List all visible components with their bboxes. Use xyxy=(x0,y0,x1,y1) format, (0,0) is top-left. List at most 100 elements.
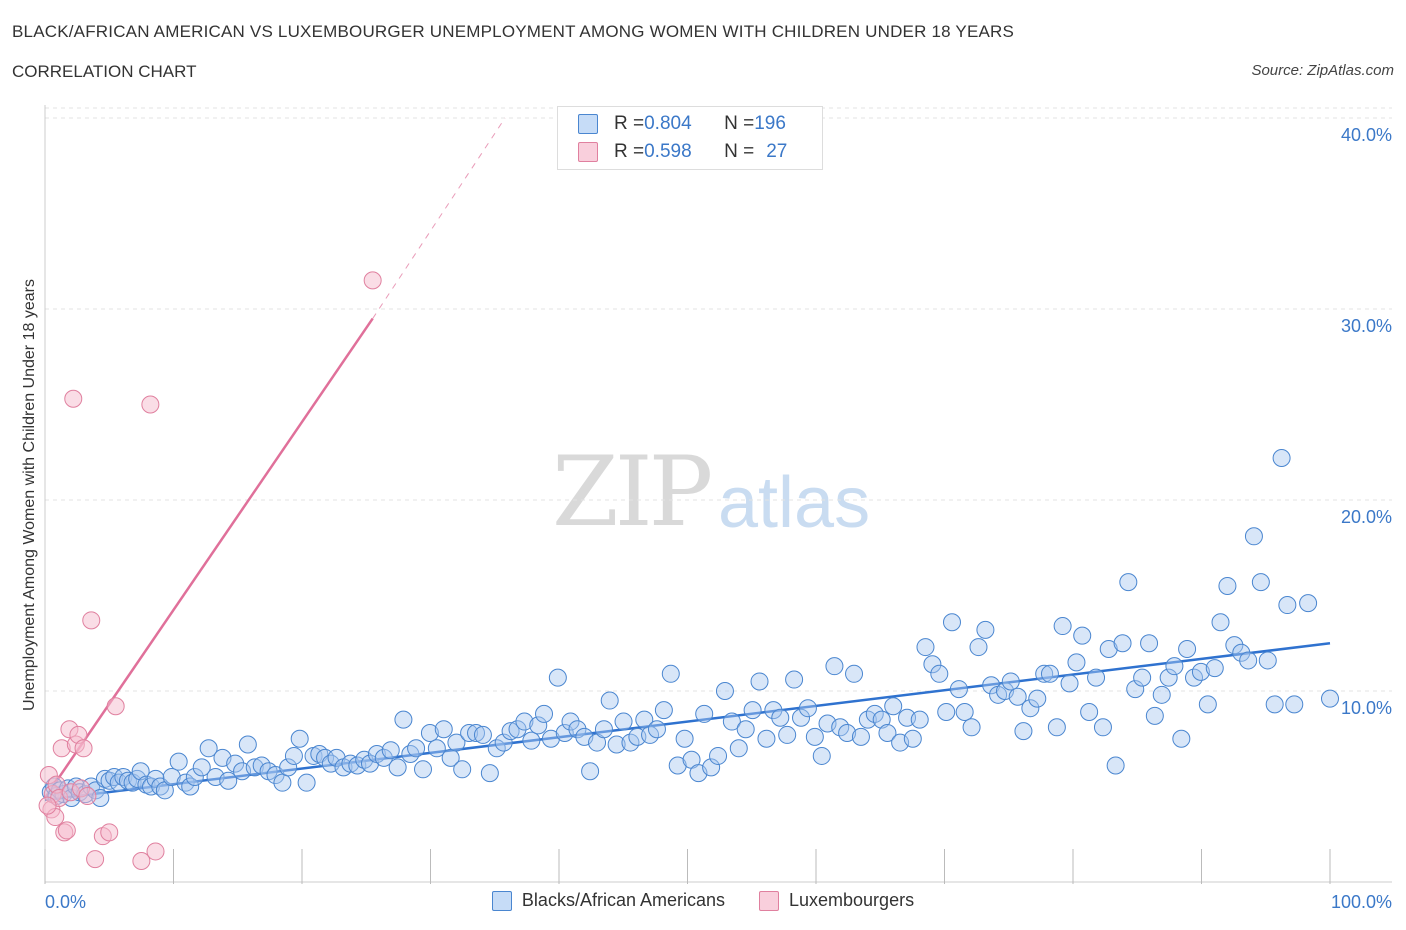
data-point-blacks xyxy=(916,638,935,657)
data-point-luxembourgers xyxy=(132,851,151,870)
data-point-blacks xyxy=(185,767,204,786)
series-blacks-african-americans xyxy=(41,448,1339,807)
data-point-blacks xyxy=(764,701,783,720)
data-point-blacks xyxy=(1014,722,1033,741)
data-point-blacks xyxy=(1001,672,1020,691)
data-point-blacks xyxy=(1198,695,1217,714)
data-point-blacks xyxy=(501,722,520,741)
data-point-luxembourgers xyxy=(64,389,83,408)
data-point-blacks xyxy=(709,746,728,765)
legend-n-value: 196 xyxy=(754,113,786,134)
data-point-luxembourgers xyxy=(86,850,105,869)
data-point-blacks xyxy=(1211,613,1230,632)
legend-item-blacks: Blacks/African Americans xyxy=(491,890,725,911)
data-point-blacks xyxy=(1225,636,1244,655)
data-point-blacks xyxy=(1021,699,1040,718)
data-point-blacks xyxy=(594,720,613,739)
data-point-blacks xyxy=(388,758,407,777)
data-point-blacks xyxy=(785,670,804,689)
data-point-luxembourgers xyxy=(146,842,165,861)
data-point-blacks xyxy=(878,724,897,743)
data-point-blacks xyxy=(192,758,211,777)
data-point-blacks xyxy=(955,703,974,722)
data-point-luxembourgers xyxy=(363,271,382,290)
legend-r-value: 0.804 xyxy=(644,113,692,134)
data-point-blacks xyxy=(226,754,245,773)
data-point-blacks xyxy=(736,720,755,739)
data-point-blacks xyxy=(1080,703,1099,722)
data-point-blacks xyxy=(949,680,968,699)
trend-extension-luxembourgers xyxy=(372,117,506,319)
data-point-blacks xyxy=(1172,729,1191,748)
data-point-blacks xyxy=(757,729,776,748)
data-point-blacks xyxy=(394,710,413,729)
data-point-blacks xyxy=(327,748,346,767)
data-point-blacks xyxy=(420,724,439,743)
data-point-blacks xyxy=(1299,594,1318,613)
data-point-blacks xyxy=(600,691,619,710)
legend-label-blacks: Blacks/African Americans xyxy=(521,890,725,910)
data-point-blacks xyxy=(473,725,492,744)
data-point-blacks xyxy=(1265,695,1284,714)
data-point-blacks xyxy=(341,754,360,773)
data-point-blacks xyxy=(1285,695,1304,714)
data-point-blacks xyxy=(825,657,844,676)
x-tick-label: 0.0% xyxy=(45,892,86,912)
data-point-blacks xyxy=(181,777,200,796)
data-point-blacks xyxy=(614,712,633,731)
legend-n-label: N = xyxy=(724,141,755,162)
data-point-blacks xyxy=(1152,685,1171,704)
data-point-blacks xyxy=(1067,653,1086,672)
data-point-blacks xyxy=(903,729,922,748)
data-point-blacks xyxy=(374,748,393,767)
legend-n-value: 27 xyxy=(766,141,788,162)
data-point-blacks xyxy=(1272,448,1291,467)
data-point-blacks xyxy=(284,746,303,765)
data-point-luxembourgers xyxy=(141,395,160,414)
axes xyxy=(44,105,1392,884)
y-tick-label: 40.0% xyxy=(1341,125,1392,145)
data-point-blacks xyxy=(1053,617,1072,636)
data-point-blacks xyxy=(290,729,309,748)
data-point-blacks xyxy=(942,613,961,632)
data-point-blacks xyxy=(1028,689,1047,708)
data-point-blacks xyxy=(743,701,762,720)
series-luxembourgers xyxy=(38,271,382,870)
data-point-blacks xyxy=(1178,639,1197,658)
legend-swatch-pink xyxy=(578,142,598,162)
data-point-blacks xyxy=(1035,664,1054,683)
tick-labels: 10.0% 20.0% 30.0% 40.0% 0.0% 100.0% xyxy=(45,125,1392,912)
legend-r-label: R = xyxy=(614,113,645,134)
data-point-blacks xyxy=(1008,687,1027,706)
data-point-blacks xyxy=(1113,634,1132,653)
legend-r-value: 0.598 xyxy=(644,141,692,162)
data-point-blacks xyxy=(647,720,666,739)
data-point-blacks xyxy=(480,764,499,783)
data-point-blacks xyxy=(407,739,426,758)
trend-line-luxembourgers xyxy=(43,317,374,799)
data-point-blacks xyxy=(279,758,298,777)
legend-row-luxembourgers: R = 0.598 N = 27 xyxy=(578,139,787,165)
data-point-blacks xyxy=(1205,659,1224,678)
data-point-blacks xyxy=(771,708,790,727)
data-point-blacks xyxy=(548,668,567,687)
legend-swatch-pink xyxy=(759,890,779,911)
data-point-blacks xyxy=(654,701,673,720)
data-point-luxembourgers xyxy=(57,821,76,840)
legend-row-blacks: R = 0.804 N = 196 xyxy=(578,111,786,137)
data-point-blacks xyxy=(360,754,379,773)
data-point-blacks xyxy=(453,760,472,779)
data-point-blacks xyxy=(238,735,257,754)
data-point-blacks xyxy=(845,664,864,683)
legend-swatch-blue xyxy=(491,890,512,911)
data-point-blacks xyxy=(522,731,541,750)
data-point-blacks xyxy=(515,712,534,731)
data-point-blacks xyxy=(962,718,981,737)
data-point-blacks xyxy=(162,767,181,786)
data-point-blacks xyxy=(668,756,687,775)
data-point-blacks xyxy=(1073,626,1092,645)
data-point-blacks xyxy=(812,746,831,765)
data-point-blacks xyxy=(568,720,587,739)
data-point-blacks xyxy=(434,720,453,739)
watermark-atlas: atlas xyxy=(718,463,871,543)
